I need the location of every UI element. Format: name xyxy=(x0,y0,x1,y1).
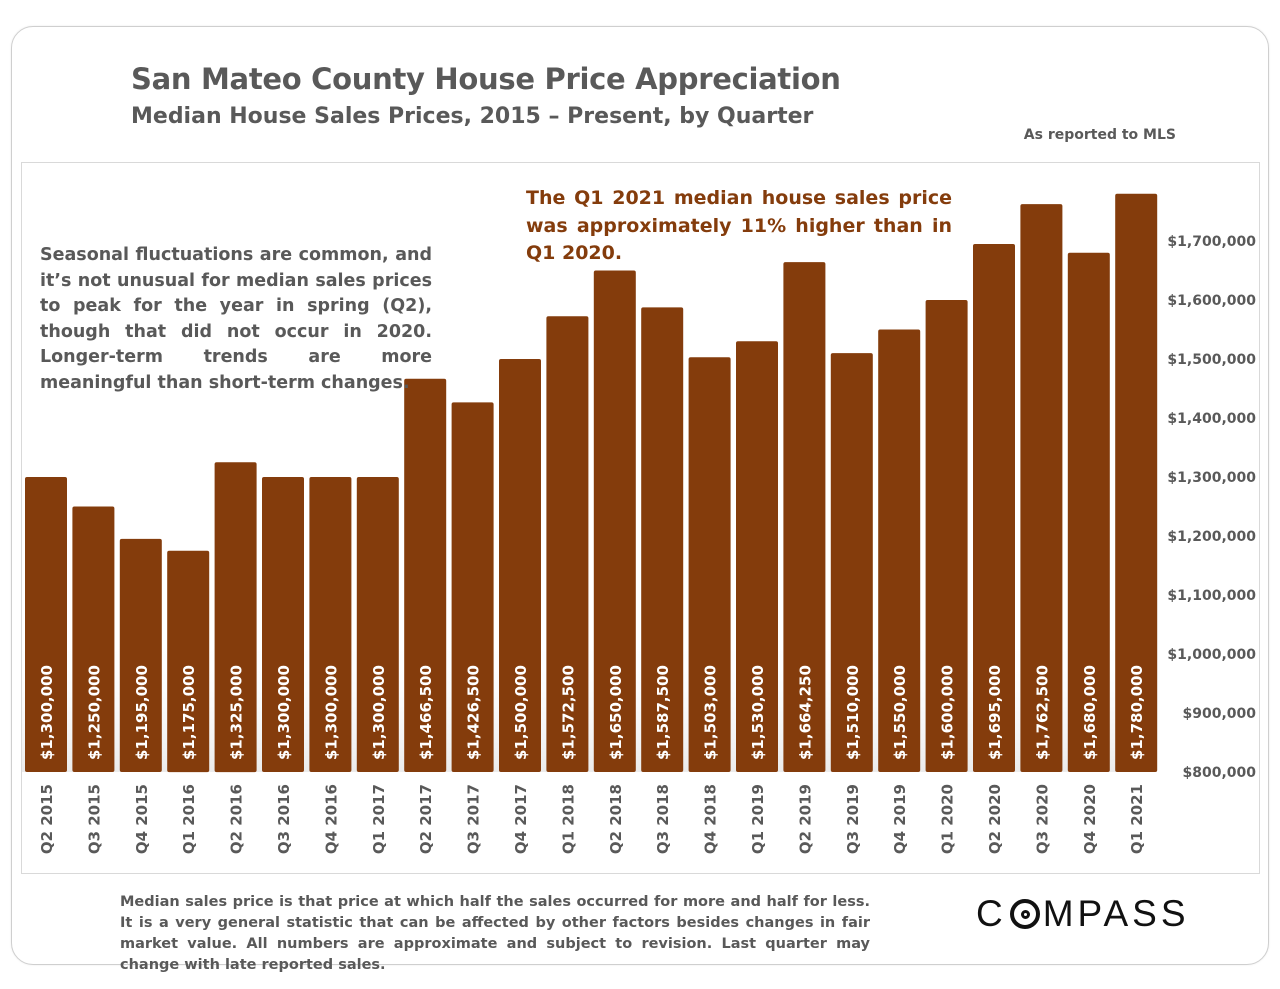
bar-q1-2018 xyxy=(546,316,589,772)
bar-value-label: $1,325,000 xyxy=(228,665,246,760)
bar-value-label: $1,650,000 xyxy=(607,665,625,760)
bar-value-label: $1,600,000 xyxy=(939,665,957,760)
bar-q1-2017 xyxy=(356,477,399,772)
y-tick-label: $1,500,000 xyxy=(1167,352,1256,368)
bar-value-label: $1,175,000 xyxy=(180,665,198,760)
bar-q1-2016 xyxy=(167,550,210,773)
bar-q1-2019 xyxy=(736,341,778,772)
y-tick-label: $1,200,000 xyxy=(1167,529,1256,545)
bar-q2-2015 xyxy=(25,477,67,772)
bar-value-label: $1,530,000 xyxy=(749,665,767,760)
chart-title: San Mateo County House Price Appreciatio… xyxy=(131,62,841,96)
source-note: As reported to MLS xyxy=(1023,127,1176,143)
bar-q3-2018 xyxy=(641,307,684,772)
seasonal-note: Seasonal fluctuations are common, and it… xyxy=(40,245,432,393)
bar-q2-2020 xyxy=(973,244,1015,772)
x-tick-label: Q4 2015 xyxy=(133,784,151,854)
bar-value-label: $1,195,000 xyxy=(133,665,151,760)
x-tick-label: Q2 2019 xyxy=(796,784,814,854)
y-tick-label: $1,700,000 xyxy=(1167,234,1256,250)
bar-value-label: $1,762,500 xyxy=(1033,665,1051,760)
bar-value-label: $1,664,250 xyxy=(796,665,814,760)
x-tick-label: Q4 2020 xyxy=(1081,784,1099,854)
y-tick-label: $900,000 xyxy=(1182,706,1256,722)
bar-chart: $1,300,000 Q2 2015 $1,250,000 Q3 2015 $1,195… xyxy=(22,193,1256,854)
x-tick-label: Q2 2017 xyxy=(417,784,435,854)
bar-value-label: $1,572,500 xyxy=(559,665,577,760)
bar-value-label: $1,300,000 xyxy=(38,665,56,760)
x-tick-label: Q1 2018 xyxy=(559,784,577,854)
y-tick-label: $1,000,000 xyxy=(1167,647,1256,663)
bar-value-label: $1,500,000 xyxy=(512,665,530,760)
bar-q3-2016 xyxy=(262,477,304,772)
bar-value-label: $1,550,000 xyxy=(891,665,909,760)
bar-value-label: $1,695,000 xyxy=(986,665,1004,760)
x-tick-label: Q3 2015 xyxy=(85,784,103,854)
bar-value-label: $1,300,000 xyxy=(275,665,293,760)
logo-compass-o-icon xyxy=(1009,899,1040,929)
bar-q4-2020 xyxy=(1067,252,1110,773)
bar-value-label: $1,587,500 xyxy=(654,665,672,760)
x-tick-label: Q3 2017 xyxy=(465,784,483,854)
bar-q2-2018 xyxy=(593,270,636,772)
x-tick-label: Q2 2015 xyxy=(38,784,56,854)
bar-value-label: $1,780,000 xyxy=(1128,665,1146,760)
bar-value-label: $1,300,000 xyxy=(322,665,340,760)
bar-q2-2019 xyxy=(783,262,826,772)
bar-value-label: $1,510,000 xyxy=(844,665,862,760)
bar-q1-2021 xyxy=(1115,193,1158,773)
x-tick-label: Q2 2018 xyxy=(607,784,625,854)
bar-value-label: $1,300,000 xyxy=(370,665,388,760)
x-tick-label: Q4 2017 xyxy=(512,784,530,854)
y-tick-label: $1,100,000 xyxy=(1167,588,1256,604)
x-tick-label: Q1 2020 xyxy=(939,784,957,854)
bar-q3-2017 xyxy=(451,402,494,772)
bar-q3-2020 xyxy=(1020,204,1063,773)
x-tick-label: Q2 2020 xyxy=(986,784,1004,854)
x-tick-label: Q1 2021 xyxy=(1128,784,1146,854)
callout-note: The Q1 2021 median house sales price was… xyxy=(526,187,952,264)
y-tick-label: $800,000 xyxy=(1182,765,1256,781)
bar-q4-2019 xyxy=(878,329,921,772)
bar-value-label: $1,250,000 xyxy=(85,665,103,760)
chart-subtitle: Median House Sales Prices, 2015 – Presen… xyxy=(131,104,814,129)
bar-q1-2020 xyxy=(925,300,968,772)
bar-q3-2015 xyxy=(72,506,115,772)
x-tick-label: Q1 2019 xyxy=(749,784,767,854)
bar-q4-2018 xyxy=(688,357,731,772)
bar-value-label: $1,466,500 xyxy=(417,665,435,760)
x-tick-label: Q3 2018 xyxy=(654,784,672,854)
background-fade xyxy=(22,633,1157,772)
y-tick-label: $1,600,000 xyxy=(1167,293,1256,309)
x-tick-label: Q2 2016 xyxy=(228,784,246,854)
compass-logo: C MPASS xyxy=(976,893,1190,934)
y-tick-label: $1,300,000 xyxy=(1167,470,1256,486)
x-tick-label: Q1 2016 xyxy=(180,784,198,854)
bar-q2-2017 xyxy=(404,378,447,772)
x-tick-label: Q4 2016 xyxy=(322,784,340,854)
bar-q4-2017 xyxy=(499,359,541,772)
x-tick-label: Q3 2020 xyxy=(1033,784,1051,854)
bar-q3-2019 xyxy=(830,353,873,772)
footer-disclaimer: Median sales price is that price at whic… xyxy=(120,894,870,973)
plot-area: $1,300,000 Q2 2015 $1,250,000 Q3 2015 $1,195… xyxy=(21,162,1260,874)
x-tick-label: Q4 2019 xyxy=(891,784,909,854)
bar-q4-2016 xyxy=(309,477,352,772)
bar-value-label: $1,426,500 xyxy=(465,665,483,760)
x-tick-label: Q3 2016 xyxy=(275,784,293,854)
x-tick-label: Q4 2018 xyxy=(702,784,720,854)
bar-q4-2015 xyxy=(119,538,162,772)
x-tick-label: Q1 2017 xyxy=(370,784,388,854)
x-tick-label: Q3 2019 xyxy=(844,784,862,854)
bar-value-label: $1,680,000 xyxy=(1081,665,1099,760)
bar-value-label: $1,503,000 xyxy=(702,665,720,760)
y-tick-label: $1,400,000 xyxy=(1167,411,1256,427)
bar-q2-2016 xyxy=(214,462,257,773)
